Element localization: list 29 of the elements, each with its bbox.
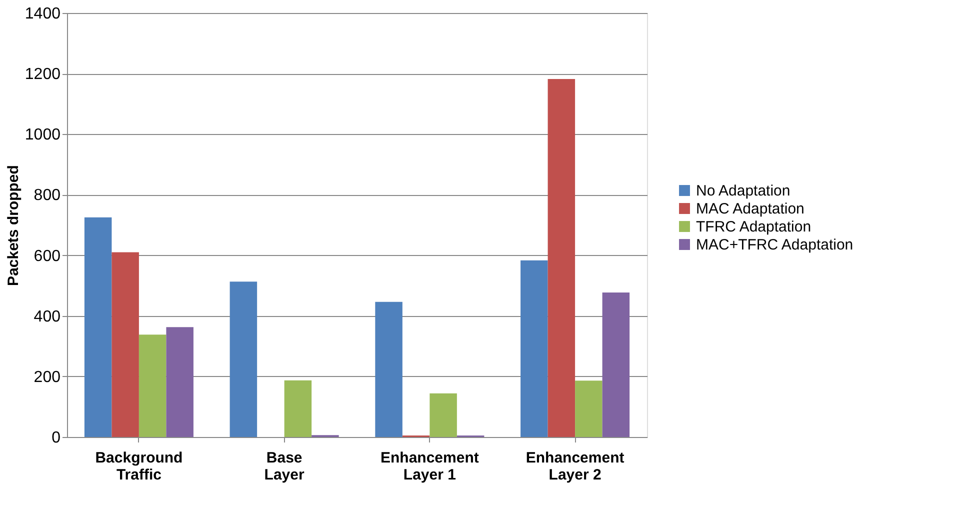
y-tick-label: 1000 — [24, 126, 61, 144]
y-tick-label: 1200 — [24, 66, 61, 84]
y-tick-label: 400 — [34, 308, 61, 326]
x-tick-label: Enhancement Layer 2 — [526, 450, 624, 484]
x-tick-label: Enhancement Layer 1 — [380, 450, 479, 484]
y-tick-label: 200 — [34, 368, 61, 386]
x-tick-label: Base Layer — [264, 450, 304, 484]
bar — [84, 217, 112, 437]
y-axis-title: Packets dropped — [4, 165, 22, 286]
bar — [430, 393, 457, 437]
bar — [112, 252, 139, 437]
legend-label: MAC+TFRC Adaptation — [696, 236, 854, 254]
y-tick-label: 1400 — [24, 6, 61, 22]
bar — [284, 380, 312, 437]
bar — [375, 302, 402, 437]
y-tick-label: 800 — [34, 187, 61, 204]
bar — [230, 282, 258, 437]
x-tick-label: Background Traffic — [95, 450, 183, 484]
legend-label: TFRC Adaptation — [696, 218, 812, 236]
bar — [602, 292, 630, 437]
bar — [166, 327, 194, 437]
bar — [548, 79, 576, 437]
y-tick-label: 600 — [34, 248, 61, 265]
legend-label: MAC Adaptation — [696, 200, 804, 218]
legend-label: No Adaptation — [696, 182, 790, 200]
bar — [138, 334, 166, 437]
bar — [575, 380, 602, 437]
bar — [520, 260, 548, 437]
y-tick-label: 0 — [52, 430, 61, 446]
